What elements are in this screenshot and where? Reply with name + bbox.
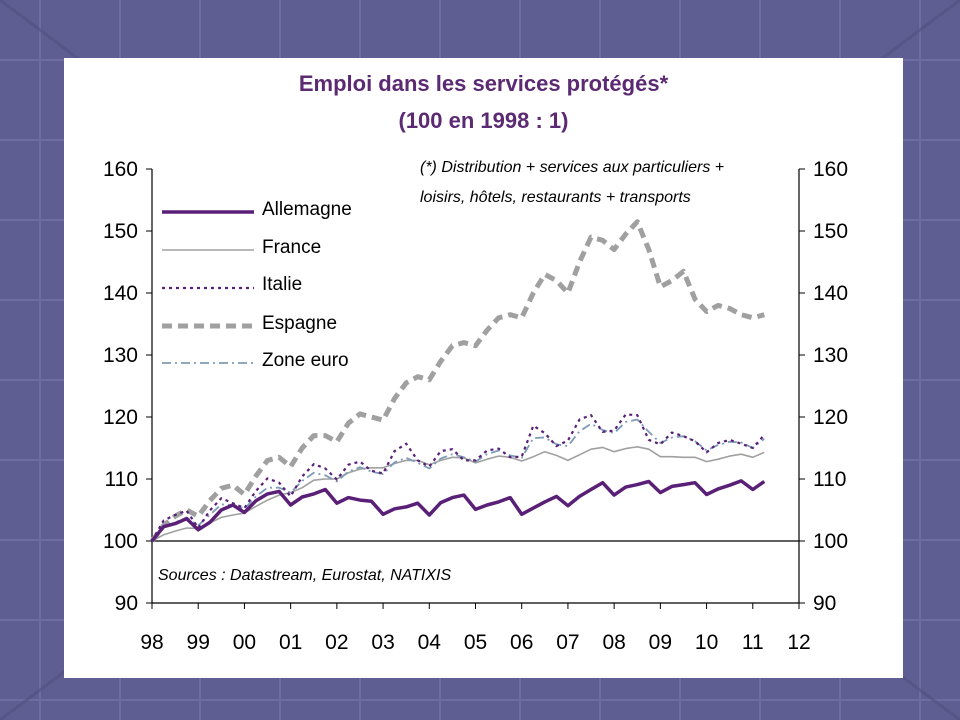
y-tick-label-right: 150 <box>813 220 848 243</box>
y-tick-label-left: 140 <box>103 282 138 305</box>
footnote-line-1: (*) Distribution + services aux particul… <box>420 159 725 176</box>
x-tick-label: 03 <box>371 631 394 654</box>
y-tick-label-left: 110 <box>105 468 138 491</box>
legend-label-france: France <box>262 237 322 258</box>
y-tick-label-right: 100 <box>813 530 848 553</box>
x-tick-label: 06 <box>510 631 533 654</box>
chart-subtitle: (100 en 1998 : 1) <box>398 108 569 133</box>
y-tick-label-right: 120 <box>813 406 848 429</box>
y-tick-label-left: 100 <box>103 530 138 553</box>
source-note: Sources : Datastream, Eurostat, NATIXIS <box>158 567 452 584</box>
chart-title: Emploi dans les services protégés* <box>298 71 669 96</box>
x-tick-label: 12 <box>787 631 810 654</box>
legend-label-espagne: Espagne <box>262 313 338 334</box>
x-tick-label: 08 <box>602 631 625 654</box>
x-tick-label: 99 <box>187 631 210 654</box>
series-line-zone-euro <box>151 418 765 542</box>
y-tick-label-left: 150 <box>103 220 138 243</box>
x-tick-label: 07 <box>556 631 579 654</box>
x-tick-label: 05 <box>464 631 487 654</box>
chart-panel: 90 90 100 100 110 110 120 120 130 130 140 140 150 150… <box>64 58 903 678</box>
y-tick-label-right: 90 <box>813 592 836 615</box>
series-line-espagne <box>149 219 765 543</box>
legend-label-italie: Italie <box>262 274 303 295</box>
footnote-line-2: loisirs, hôtels, restaurants + transport… <box>420 189 691 206</box>
y-tick-label-right: 160 <box>813 158 848 181</box>
series-line-allemagne <box>150 479 766 543</box>
y-tick-label-right: 110 <box>813 468 846 491</box>
y-tick-label-right: 140 <box>813 282 848 305</box>
x-tick-label: 04 <box>418 631 442 654</box>
legend-label-zone-euro: Zone euro <box>262 350 349 371</box>
x-tick-label: 09 <box>649 631 672 654</box>
series-line-france <box>151 445 765 542</box>
y-tick-label-left: 160 <box>103 158 138 181</box>
x-tick-label: 01 <box>279 631 302 654</box>
y-tick-label-left: 130 <box>103 344 138 367</box>
series-line-italie <box>151 413 766 542</box>
x-tick-label: 11 <box>742 631 764 654</box>
y-tick-label-right: 130 <box>813 344 848 367</box>
x-tick-label: 02 <box>325 631 348 654</box>
x-tick-label: 98 <box>140 631 163 654</box>
y-tick-label-left: 120 <box>103 406 138 429</box>
x-tick-label: 10 <box>695 631 718 654</box>
x-tick-label: 00 <box>233 631 256 654</box>
legend-label-allemagne: Allemagne <box>262 199 352 220</box>
y-tick-label-left: 90 <box>115 592 138 615</box>
